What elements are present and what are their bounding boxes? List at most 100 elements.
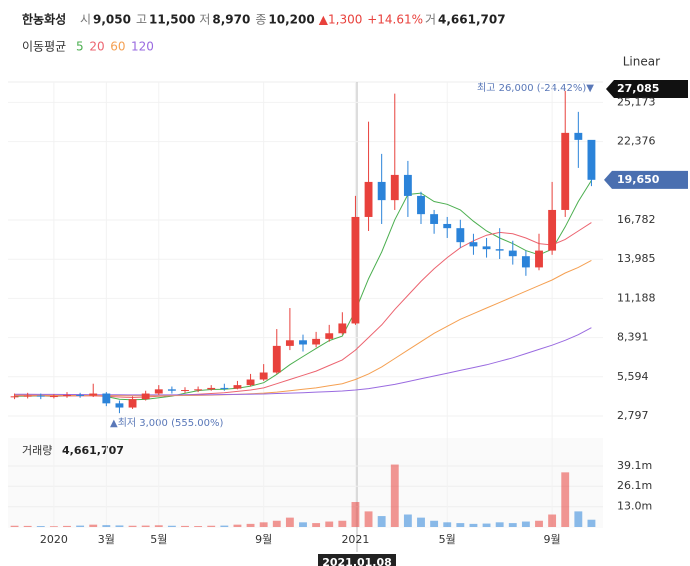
candle-body	[23, 395, 32, 397]
volume-bar	[325, 521, 334, 527]
volume-bar	[10, 525, 19, 527]
volume-bar	[377, 516, 386, 527]
y-tick-label: 13,985	[617, 252, 656, 265]
candle-body	[141, 393, 150, 400]
candle-body	[128, 399, 137, 408]
candle-body	[102, 393, 111, 404]
volume-bar	[338, 520, 347, 527]
y-tick-label: 16,782	[617, 213, 656, 226]
legend-entry: 120	[131, 40, 154, 54]
volume-value: 4,661,707	[438, 13, 506, 27]
candle-body	[259, 372, 268, 380]
stock-name: 한농화성	[22, 12, 66, 27]
volume-bar	[548, 514, 557, 527]
volume-bar	[285, 517, 294, 527]
candle-body	[443, 223, 452, 229]
x-tick-label: 9월	[544, 533, 561, 546]
y-tick-label: 22,376	[617, 135, 656, 148]
volume-bar	[220, 525, 229, 527]
candle-body	[299, 340, 307, 345]
volume-bar	[76, 525, 85, 527]
legend-entry: 20	[89, 40, 104, 54]
volume-bar	[364, 511, 373, 527]
candle-body	[521, 256, 530, 268]
ma-line	[14, 180, 592, 401]
volume-bar	[469, 523, 478, 527]
min-annotation: ▲최저 3,000 (555.00%)	[110, 417, 223, 429]
field-value: 8,970	[212, 13, 250, 27]
candle-body	[154, 389, 163, 394]
ma-line	[14, 259, 592, 397]
candle-body	[338, 323, 347, 334]
volume-bar	[508, 523, 517, 527]
field-label: 저	[199, 13, 210, 27]
top-label: 27,085	[617, 82, 659, 95]
candle-body	[482, 246, 491, 250]
ma-line	[14, 222, 592, 399]
candle-body	[508, 250, 517, 257]
candle-body	[246, 379, 255, 386]
candle-body	[167, 389, 176, 391]
candle-body	[574, 132, 583, 140]
candle-body	[285, 340, 294, 346]
ma-line	[14, 327, 592, 396]
volume-bar	[574, 511, 583, 527]
y-tick-label: 8,391	[617, 331, 649, 344]
volume-bar	[115, 525, 124, 527]
x-tick-label: 9월	[255, 533, 272, 546]
volume-bar	[246, 523, 255, 527]
candle-body	[535, 250, 543, 268]
volume-bar	[207, 525, 216, 527]
candle-body	[10, 396, 19, 398]
volume-bar	[128, 525, 137, 527]
volume-bar	[36, 526, 45, 527]
volume-label: 거	[425, 13, 436, 27]
top-label-box	[606, 80, 688, 98]
change: ▲1,300	[319, 13, 363, 27]
candle-body	[561, 132, 570, 210]
candle-body	[548, 209, 557, 251]
volume-bar	[194, 526, 203, 527]
volume-tick-label: 26.1m	[617, 479, 652, 492]
volume-bar	[89, 524, 98, 527]
volume-bar	[259, 522, 268, 527]
y-tick-label: 5,594	[617, 370, 649, 383]
volume-bar	[181, 525, 189, 527]
x-tick-label: 5월	[439, 533, 456, 546]
x-tick-label: 2020	[40, 533, 68, 546]
crosshair-date-box	[318, 554, 396, 566]
field-value: 11,500	[149, 13, 195, 27]
volume-bar	[141, 525, 150, 527]
last-price-box	[604, 170, 688, 189]
candle-body	[403, 174, 412, 196]
candle-body	[36, 395, 45, 397]
candle-body	[220, 387, 229, 389]
volume-bar	[312, 523, 321, 527]
change-pct: +14.61%	[367, 13, 423, 27]
field-label: 시	[80, 13, 91, 27]
candle-body	[417, 195, 425, 215]
candle-body	[312, 338, 321, 345]
volume-tick-label: 39.1m	[617, 459, 652, 472]
candle-body	[377, 181, 386, 201]
candle-body	[390, 174, 399, 201]
candle-body	[115, 403, 124, 408]
candle-body	[181, 390, 189, 392]
volume-bar	[63, 525, 71, 527]
volume-bar	[587, 519, 596, 527]
volume-title: 거래량	[22, 444, 52, 457]
candle-body	[469, 242, 478, 247]
volume-bar	[154, 525, 163, 527]
scale-mode[interactable]: Linear	[623, 55, 660, 69]
volume-bar	[299, 522, 307, 527]
field-value: 9,050	[93, 13, 131, 27]
volume-bar	[403, 514, 412, 527]
ma-title: 이동평균	[22, 40, 66, 54]
candle-body	[272, 345, 281, 373]
y-tick-label: 25,173	[617, 95, 656, 108]
header: 한농화성 시 9,050 고 11,500 저 8,970 종 10,200 ▲1,300 +14…	[22, 12, 506, 27]
candle-body	[63, 394, 71, 397]
volume-bar	[561, 472, 570, 527]
volume-bar	[167, 525, 176, 527]
